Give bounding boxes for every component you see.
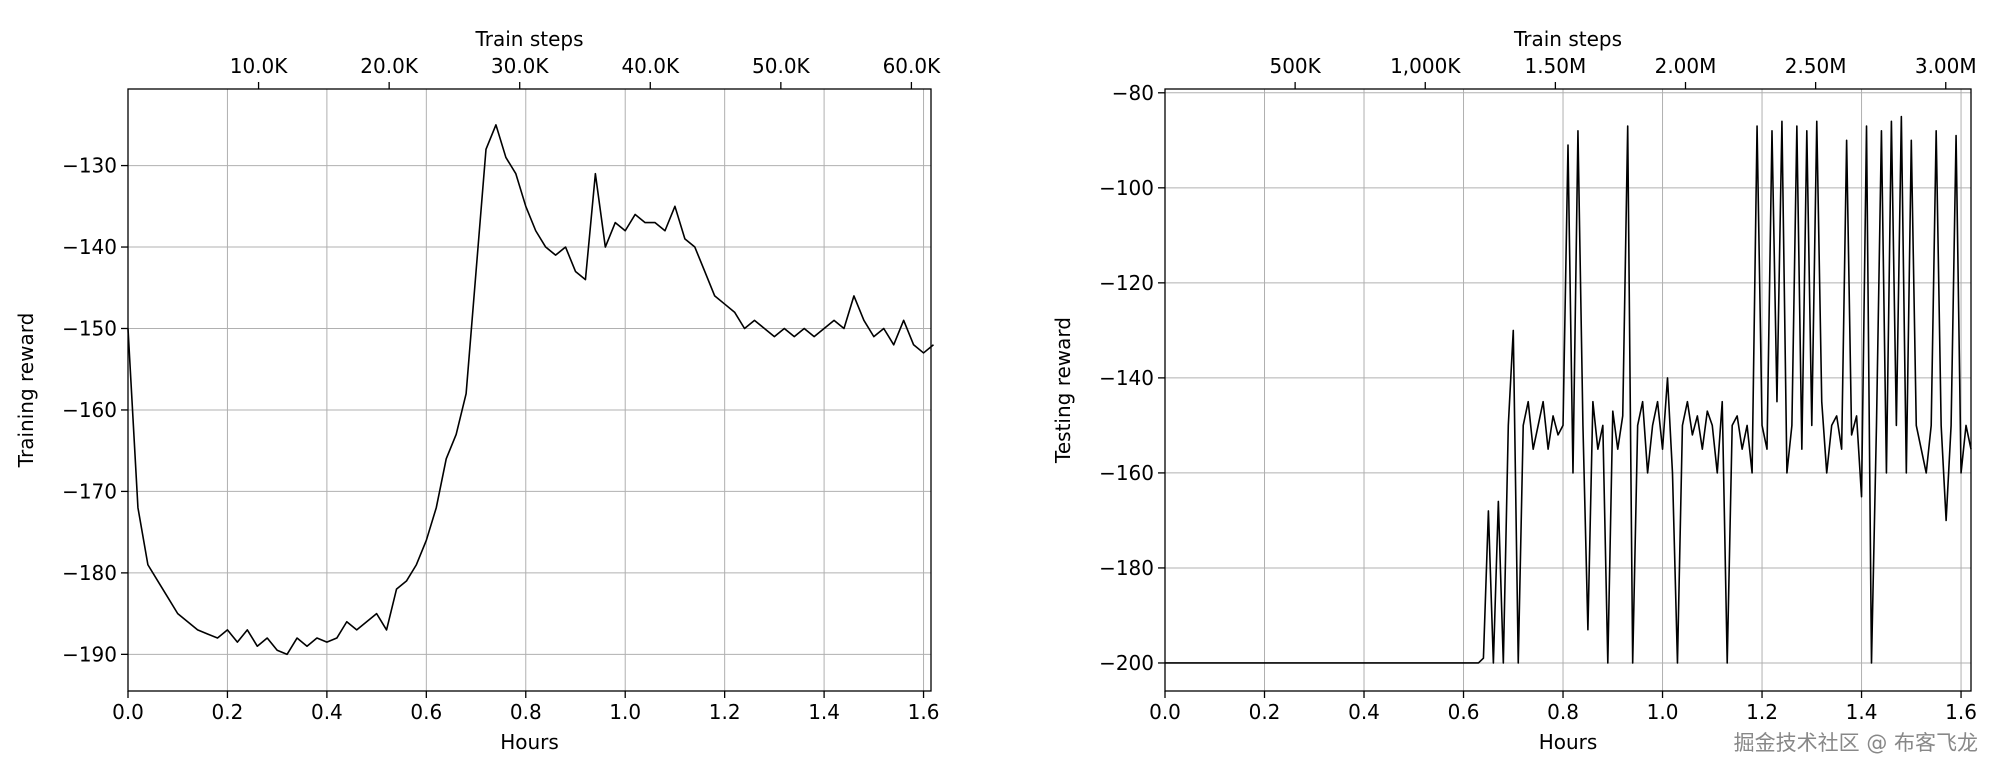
axes-frame	[127, 88, 932, 692]
x-tick-label: 0.4	[1348, 700, 1380, 724]
x-tick-label: 0.6	[1448, 700, 1480, 724]
data-line	[1165, 115, 1972, 664]
x-tick-label: 0.8	[1547, 700, 1579, 724]
x-tick-label: 1.2	[709, 700, 741, 724]
y-tick-label: −180	[62, 561, 117, 585]
y-tick-label: −200	[1099, 651, 1154, 675]
x-tick-label: 0.8	[510, 700, 542, 724]
x-tick-label: 0.2	[1249, 700, 1281, 724]
y-tick-label: −160	[1099, 461, 1154, 485]
x2-tick-label: 20.0K	[360, 54, 419, 78]
x2-tick-label: 1,000K	[1390, 54, 1461, 78]
x-axis-label: Hours	[1539, 730, 1598, 754]
y-tick-label: −130	[62, 154, 117, 178]
x2-tick-label: 40.0K	[621, 54, 680, 78]
x2-tick-label: 500K	[1269, 54, 1321, 78]
x-tick-label: 1.6	[1945, 700, 1977, 724]
x-tick-label: 1.6	[908, 700, 940, 724]
x2-tick-label: 10.0K	[230, 54, 289, 78]
x-tick-label: 0.6	[410, 700, 442, 724]
x-tick-label: 0.0	[1149, 700, 1181, 724]
y-tick-label: −120	[1099, 271, 1154, 295]
x2-tick-label: 60.0K	[883, 54, 942, 78]
x2-tick-label: 2.50M	[1785, 54, 1847, 78]
y-tick-label: −80	[1112, 81, 1154, 105]
axes-frame	[1164, 88, 1972, 692]
y-tick-label: −190	[62, 642, 117, 666]
y-tick-label: −140	[62, 235, 117, 259]
x-tick-label: 1.0	[609, 700, 641, 724]
data-line	[127, 124, 934, 656]
watermark: 掘金技术社区 @ 布客飞龙	[1734, 731, 1978, 755]
y-tick-label: −150	[62, 316, 117, 340]
x2-tick-label: 1.50M	[1524, 54, 1586, 78]
x-tick-label: 0.0	[112, 700, 144, 724]
x2-tick-label: 30.0K	[491, 54, 550, 78]
x-tick-label: 0.2	[212, 700, 244, 724]
x-tick-label: 0.4	[311, 700, 343, 724]
x2-tick-label: 2.00M	[1655, 54, 1717, 78]
x-tick-label: 1.4	[1846, 700, 1878, 724]
x-tick-label: 1.0	[1647, 700, 1679, 724]
x-axis-label: Hours	[500, 730, 559, 754]
y-tick-label: −180	[1099, 556, 1154, 580]
y-tick-label: −160	[62, 398, 117, 422]
x2-axis-label: Train steps	[474, 27, 583, 51]
y-tick-label: −140	[1099, 366, 1154, 390]
x2-tick-label: 50.0K	[752, 54, 811, 78]
x-tick-label: 1.2	[1746, 700, 1778, 724]
x-tick-label: 1.4	[808, 700, 840, 724]
y-tick-label: −170	[62, 479, 117, 503]
x2-axis-label: Train steps	[1513, 27, 1622, 51]
y-tick-label: −100	[1099, 176, 1154, 200]
y-axis-label: Testing reward	[1051, 317, 1075, 464]
y-axis-label: Training reward	[14, 313, 38, 469]
x2-tick-label: 3.00M	[1915, 54, 1977, 78]
